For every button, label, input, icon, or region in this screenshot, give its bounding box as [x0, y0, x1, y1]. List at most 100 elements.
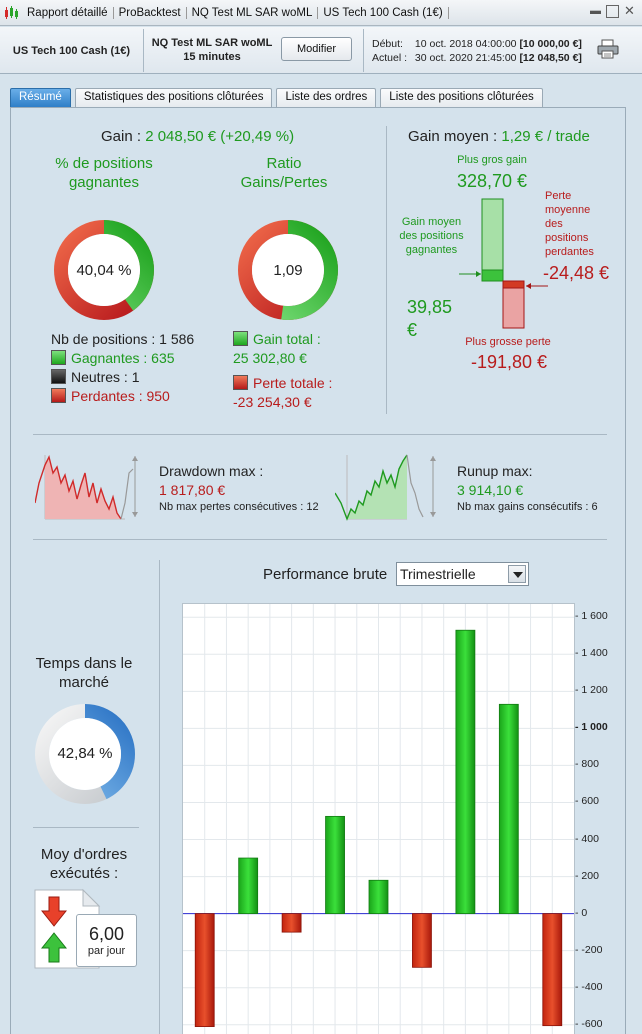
avg-gain-header: Gain moyen : 1,29 € / trade: [408, 128, 590, 145]
strategy-name: NQ Test ML SAR woML: [151, 37, 273, 49]
total-loss-value: -23 254,30 €: [233, 394, 312, 410]
divider: [363, 29, 364, 72]
donut-gain-arc: [238, 220, 338, 320]
totals-legend: Gain total : 25 302,80 € Perte totale : …: [233, 330, 332, 412]
chart-bar-Q9[interactable]: [542, 913, 563, 1027]
runup-line: [335, 454, 408, 521]
runup-sparkline: [335, 454, 436, 521]
avg-loss-bar: [502, 280, 525, 289]
y-tick-label: - 1 400: [575, 647, 608, 660]
current-capital: [12 048,50 €]: [519, 52, 582, 64]
timeframe: 15 minutes: [183, 51, 241, 63]
avg-win-label: Gain moyen des positions gagnantes: [399, 216, 464, 256]
neutral-count: Neutres : 1: [71, 369, 140, 385]
drawdown-info: Drawdown max : 1 817,80 € Nb max pertes …: [159, 463, 319, 513]
period-select[interactable]: Trimestrielle: [396, 562, 529, 586]
y-tick-label: - 800: [575, 758, 599, 771]
runup-value: 3 914,10 €: [457, 482, 524, 498]
market-time-title: Temps dans le marché: [35, 655, 133, 691]
chart-bar-Q2[interactable]: [238, 857, 259, 915]
y-tick-label: - -400: [575, 980, 603, 993]
divider: [143, 29, 144, 72]
maximize-icon[interactable]: [606, 5, 619, 18]
avg-gain-label: Gain moyen :: [408, 128, 498, 145]
y-tick-label: - -200: [575, 943, 603, 956]
gain-header: Gain : 2 048,50 € (+20,49 %): [101, 128, 294, 145]
tab-closed-positions-stats[interactable]: Statistiques des positions clôturées: [74, 88, 273, 107]
y-tick-label: - 600: [575, 795, 599, 808]
buy-arrow-icon: [41, 932, 67, 963]
biggest-gain-bar: [481, 198, 504, 282]
avg-loss-label: Perte moyenne des positions perdantes: [545, 190, 594, 258]
tab-closed-positions-list[interactable]: Liste des positions clôturées: [380, 88, 543, 107]
breadcrumb-instrument[interactable]: US Tech 100 Cash (1€): [318, 6, 449, 19]
y-tick-label: - 1 600: [575, 610, 608, 623]
chart-bar-Q7[interactable]: [455, 629, 476, 915]
chart-bar-Q4[interactable]: [325, 815, 345, 915]
drawdown-area: [45, 457, 121, 519]
start-capital: [10 000,00 €]: [519, 38, 582, 50]
tab-summary[interactable]: Résumé: [10, 88, 71, 107]
divider: [33, 827, 139, 828]
winning-count: Gagnantes : 635: [71, 350, 175, 366]
total-gain-value: 25 302,80 €: [233, 350, 307, 366]
chart-bar-Q6[interactable]: [412, 913, 432, 968]
drawdown-consecutive: Nb max pertes consécutives : 12: [159, 501, 319, 513]
losing-count: Perdantes : 950: [71, 388, 170, 404]
chart-bar-Q8[interactable]: [498, 703, 519, 915]
total-gain-swatch: [233, 331, 248, 346]
breadcrumb-report[interactable]: Rapport détaillé: [22, 6, 114, 19]
y-tick-label: - 400: [575, 832, 599, 845]
breadcrumb-strategy[interactable]: NQ Test ML SAR woML: [187, 6, 319, 19]
candlestick-icon: [5, 5, 18, 19]
divider: [386, 126, 387, 414]
biggest-loss-label: Plus grosse perte: [465, 336, 551, 348]
instrument-name: US Tech 100 Cash (1€): [12, 44, 131, 57]
positions-legend: Nb de positions : 1 586 Gagnantes : 635 …: [51, 330, 194, 406]
orders-title: Moy d'ordres exécutés :: [40, 846, 128, 882]
chart-bar-Q1[interactable]: [194, 913, 215, 1027]
avg-win-bar: [481, 269, 504, 282]
neutral-swatch: [51, 369, 66, 384]
losing-swatch: [51, 388, 66, 403]
printer-icon[interactable]: [597, 39, 619, 59]
minimize-icon[interactable]: ▬: [590, 5, 601, 17]
donut-time-arc: [35, 704, 135, 804]
donut-center: [49, 718, 121, 790]
y-tick-label: - 0: [575, 906, 588, 919]
runup-info: Runup max: 3 914,10 € Nb max gains consé…: [457, 463, 598, 513]
range-marker-bottom: [132, 512, 138, 517]
avg-gain-value: 1,29 € / trade: [501, 128, 590, 145]
runup-consecutive: Nb max gains consécutifs : 6: [457, 501, 598, 513]
donut-center: [68, 234, 140, 306]
divider: [159, 560, 160, 1034]
total-loss-swatch: [233, 375, 248, 390]
donut-center: [252, 234, 324, 306]
orders-per-day-box: 6,00 par jour: [76, 914, 137, 967]
strategy-info: NQ Test ML SAR woML 15 minutes: [148, 36, 276, 64]
biggest-gain-value: 328,70 €: [456, 171, 528, 191]
market-time-value: 42,84 %: [57, 745, 113, 762]
breadcrumb-probacktest[interactable]: ProBacktest: [114, 6, 187, 19]
range-marker-top: [430, 456, 436, 461]
range-marker-bottom: [430, 512, 436, 517]
chart-bar-Q5[interactable]: [368, 879, 389, 915]
close-icon[interactable]: ✕: [624, 3, 635, 18]
orders-value: 6,00: [88, 924, 125, 944]
drawdown-label: Drawdown max :: [159, 463, 264, 479]
chart-bar-Q3[interactable]: [281, 913, 302, 933]
modify-button[interactable]: Modifier: [281, 37, 352, 61]
runup-area: [347, 455, 407, 519]
y-tick-label: - 200: [575, 869, 599, 882]
ratio-value: 1,09: [273, 262, 303, 279]
performance-label: Performance brute: [263, 566, 388, 583]
tab-bar: Résumé Statistiques des positions clôtur…: [10, 88, 547, 107]
total-gain-label: Gain total :: [253, 331, 321, 347]
title-bar: Rapport détaillé ProBacktest NQ Test ML …: [0, 0, 642, 26]
performance-chart: [182, 603, 575, 1034]
chevron-down-icon[interactable]: [508, 565, 526, 583]
start-date: 10 oct. 2018 04:00:00: [414, 38, 517, 50]
ratio-donut: [238, 220, 338, 320]
tab-orders-list[interactable]: Liste des ordres: [276, 88, 377, 107]
gain-label: Gain :: [101, 128, 142, 145]
